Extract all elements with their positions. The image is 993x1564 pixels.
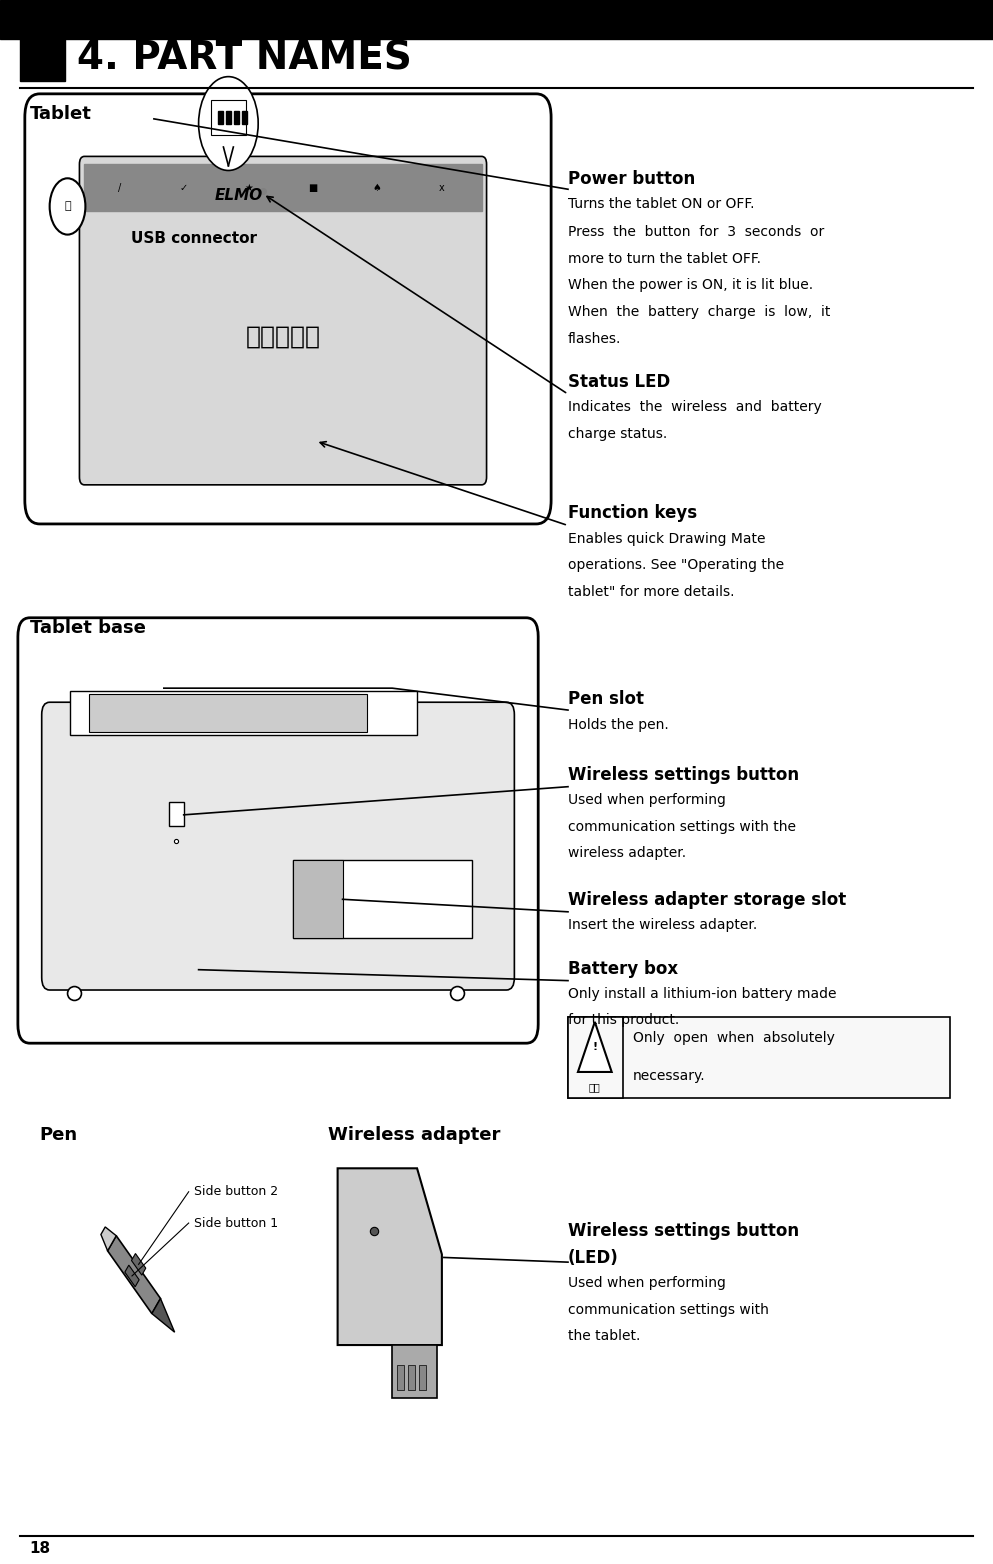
Text: Pen: Pen [40, 1126, 77, 1145]
Text: for this product.: for this product. [568, 1013, 679, 1028]
Text: the tablet.: the tablet. [568, 1329, 640, 1343]
Text: Status LED: Status LED [568, 372, 670, 391]
Polygon shape [338, 1168, 442, 1345]
Text: Battery box: Battery box [568, 959, 678, 978]
Text: communication settings with: communication settings with [568, 1303, 769, 1317]
Polygon shape [131, 1253, 146, 1275]
Text: Side button 1: Side button 1 [194, 1217, 278, 1229]
Circle shape [50, 178, 85, 235]
Bar [242, 111, 247, 124]
Polygon shape [101, 1226, 116, 1251]
Text: Tablet: Tablet [30, 105, 91, 124]
Text: USB connector: USB connector [131, 230, 256, 246]
Text: Wireless adapter: Wireless adapter [328, 1126, 500, 1145]
Text: When  the  battery  charge  is  low,  it: When the battery charge is low, it [568, 305, 830, 319]
FancyBboxPatch shape [79, 156, 487, 485]
Text: !: ! [592, 1042, 598, 1053]
Bar [226, 111, 231, 124]
Bar [211, 100, 246, 135]
Text: Function keys: Function keys [568, 504, 697, 522]
Text: charge status.: charge status. [568, 427, 667, 441]
Text: Wireless settings button: Wireless settings button [568, 1221, 799, 1240]
Text: tablet" for more details.: tablet" for more details. [568, 585, 735, 599]
Bar [293, 860, 472, 938]
Text: necessary.: necessary. [633, 1070, 705, 1084]
Bar [84, 164, 482, 211]
Text: wireless adapter.: wireless adapter. [568, 846, 686, 860]
Bar [293, 860, 343, 938]
Bar [234, 111, 239, 124]
Text: Tablet base: Tablet base [30, 619, 146, 638]
Text: 4. PART NAMES: 4. PART NAMES [77, 39, 412, 78]
Text: ♠: ♠ [373, 183, 381, 192]
Text: flashes.: flashes. [568, 332, 622, 346]
Bar [568, 1017, 950, 1098]
Bar [20, 38, 65, 81]
Text: When the power is ON, it is lit blue.: When the power is ON, it is lit blue. [568, 278, 813, 292]
Text: Only install a lithium-ion battery made: Only install a lithium-ion battery made [568, 987, 836, 1001]
Text: ■: ■ [308, 183, 318, 192]
Text: Indicates  the  wireless  and  battery: Indicates the wireless and battery [568, 400, 822, 414]
FancyBboxPatch shape [18, 618, 538, 1043]
Bar [397, 1365, 404, 1390]
Text: 18: 18 [30, 1541, 51, 1556]
Text: 操作エリア: 操作エリア [245, 324, 321, 349]
Bar [419, 1365, 426, 1390]
Text: (LED): (LED) [568, 1248, 619, 1267]
Text: ELMO: ELMO [214, 188, 262, 203]
Text: ★: ★ [244, 183, 252, 192]
Text: Enables quick Drawing Mate: Enables quick Drawing Mate [568, 532, 766, 546]
Text: Power button: Power button [568, 169, 695, 188]
Bar [568, 1017, 623, 1098]
Text: ✓: ✓ [180, 183, 188, 192]
Polygon shape [223, 147, 233, 166]
Circle shape [199, 77, 258, 170]
FancyBboxPatch shape [42, 702, 514, 990]
Bar [0, 0, 993, 39]
Text: x: x [439, 183, 445, 192]
Text: communication settings with the: communication settings with the [568, 820, 796, 834]
Text: more to turn the tablet OFF.: more to turn the tablet OFF. [568, 252, 761, 266]
Polygon shape [152, 1298, 175, 1333]
Polygon shape [107, 1236, 161, 1314]
Text: Pen slot: Pen slot [568, 690, 644, 708]
Bar [169, 802, 184, 826]
Polygon shape [125, 1265, 139, 1287]
Bar [70, 691, 417, 735]
Bar [89, 694, 367, 732]
Text: Holds the pen.: Holds the pen. [568, 718, 668, 732]
Text: Press  the  button  for  3  seconds  or: Press the button for 3 seconds or [568, 225, 824, 239]
FancyBboxPatch shape [25, 94, 551, 524]
Polygon shape [578, 1021, 612, 1071]
Text: Wireless adapter storage slot: Wireless adapter storage slot [568, 890, 846, 909]
Bar [392, 1345, 437, 1398]
Text: Wireless settings button: Wireless settings button [568, 765, 799, 784]
Text: Used when performing: Used when performing [568, 1276, 726, 1290]
Text: Used when performing: Used when performing [568, 793, 726, 807]
Bar [408, 1365, 415, 1390]
Text: /: / [117, 183, 121, 192]
Text: Side button 2: Side button 2 [194, 1186, 278, 1198]
Text: Insert the wireless adapter.: Insert the wireless adapter. [568, 918, 758, 932]
Text: 注意: 注意 [589, 1082, 601, 1092]
Text: Turns the tablet ON or OFF.: Turns the tablet ON or OFF. [568, 197, 755, 211]
Text: operations. See "Operating the: operations. See "Operating the [568, 558, 784, 572]
Text: ⏻: ⏻ [65, 202, 71, 211]
Bar [218, 111, 223, 124]
Text: Only  open  when  absolutely: Only open when absolutely [633, 1031, 834, 1045]
